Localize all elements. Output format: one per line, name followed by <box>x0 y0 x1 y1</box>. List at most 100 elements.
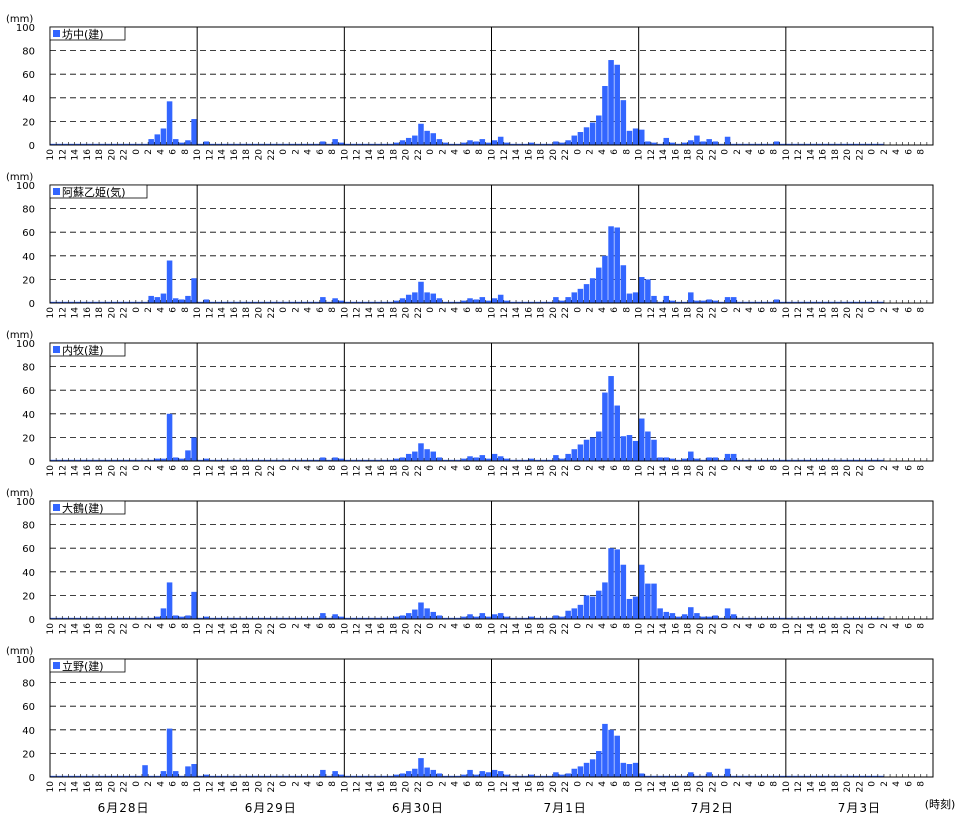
rain-bar <box>154 134 161 145</box>
rain-bar <box>166 413 173 461</box>
rain-bar <box>295 459 302 461</box>
rain-bar <box>847 301 853 303</box>
rain-bar <box>694 458 700 461</box>
x-tick-label: 14 <box>71 149 81 161</box>
y-tick-label: 80 <box>22 363 35 374</box>
rain-bar <box>356 617 363 619</box>
rain-bar <box>485 142 492 145</box>
x-tick-label: 8 <box>181 623 191 629</box>
rain-bar <box>571 608 578 619</box>
rain-bar <box>185 450 191 461</box>
x-tick-label: 2 <box>733 465 743 471</box>
x-tick-label: 18 <box>831 307 841 319</box>
x-tick-label: 8 <box>328 465 338 471</box>
rain-bar <box>258 617 265 619</box>
x-tick-label: 18 <box>389 781 399 793</box>
rain-bar <box>504 142 510 145</box>
rain-bar <box>663 775 670 777</box>
rain-bar <box>295 301 302 303</box>
x-tick-label: 20 <box>402 149 412 161</box>
rain-bar <box>553 141 559 145</box>
x-tick-label: 6 <box>316 623 326 629</box>
x-tick-label: 8 <box>475 307 485 313</box>
rain-bar <box>878 617 884 619</box>
rain-bar <box>816 617 823 619</box>
x-tick-label: 14 <box>365 465 375 477</box>
rain-bar <box>301 143 308 145</box>
rain-bar <box>240 617 246 619</box>
x-tick-label: 8 <box>328 307 338 313</box>
rain-bar <box>780 143 786 145</box>
rain-bar <box>461 774 467 777</box>
rain-bar <box>767 459 774 461</box>
rain-bar <box>730 143 737 145</box>
rain-bar <box>712 775 719 777</box>
x-tick-label: 6 <box>610 149 620 155</box>
x-tick-label: 4 <box>156 465 166 471</box>
rain-bar <box>252 143 259 145</box>
y-unit-label: (mm) <box>6 330 33 341</box>
rain-bar <box>596 751 602 777</box>
rain-bar <box>166 728 173 777</box>
rain-bar <box>387 459 394 461</box>
rain-bar <box>307 617 314 619</box>
x-tick-label: 14 <box>71 307 81 319</box>
rain-bar <box>424 767 430 777</box>
rain-bar <box>663 611 670 619</box>
rain-bar <box>737 459 743 461</box>
rain-bar <box>688 451 694 461</box>
legend-label: 坊中(建) <box>62 27 104 41</box>
rain-bar <box>350 617 357 619</box>
rain-bar <box>203 774 210 777</box>
rain-bar <box>504 616 510 619</box>
x-tick-label: 0 <box>132 623 142 629</box>
x-tick-label: 20 <box>107 781 117 793</box>
x-tick-label: 22 <box>267 623 277 634</box>
rain-bar <box>479 455 486 461</box>
rain-bar <box>859 617 866 619</box>
rain-bar <box>283 617 289 619</box>
rain-bar <box>307 143 314 145</box>
rain-bar <box>810 459 817 461</box>
rain-bar <box>829 459 835 461</box>
y-tick-label: 60 <box>22 228 35 239</box>
rain-bar <box>123 617 130 619</box>
rain-bar <box>387 301 394 303</box>
rain-bar <box>68 775 75 777</box>
rain-bar <box>436 139 443 145</box>
rain-bar <box>816 459 823 461</box>
rain-bar <box>350 143 357 145</box>
rain-bar <box>737 143 743 145</box>
x-tick-label: 2 <box>586 465 596 471</box>
rain-bar <box>387 775 394 777</box>
x-tick-label: 10 <box>488 465 498 477</box>
legend-swatch <box>53 662 60 669</box>
rain-bar <box>749 143 755 145</box>
rain-bar <box>393 142 400 145</box>
rain-bar <box>491 614 498 619</box>
rain-bar <box>283 775 289 777</box>
x-tick-label: 10 <box>193 465 203 477</box>
rain-bar <box>688 140 694 145</box>
rain-bar <box>681 458 688 461</box>
rain-bar <box>528 774 535 777</box>
x-tick-label: 4 <box>598 623 608 629</box>
x-tick-label: 12 <box>794 781 804 792</box>
rain-bar <box>344 775 351 777</box>
rain-bar <box>534 617 541 619</box>
rain-bar <box>485 300 492 303</box>
rain-bar <box>393 774 400 777</box>
rain-bar <box>546 459 553 461</box>
rain-bar <box>767 617 774 619</box>
rain-bar <box>712 457 719 461</box>
rain-bar <box>160 128 167 145</box>
rain-bar <box>356 459 363 461</box>
rain-bar <box>755 459 762 461</box>
x-tick-label: 18 <box>684 149 694 161</box>
rain-bar <box>632 128 639 145</box>
rain-bar <box>246 143 253 145</box>
x-tick-label: 10 <box>488 307 498 319</box>
rain-bar <box>718 301 725 303</box>
x-tick-label: 22 <box>708 781 718 792</box>
rain-bar <box>393 300 400 303</box>
